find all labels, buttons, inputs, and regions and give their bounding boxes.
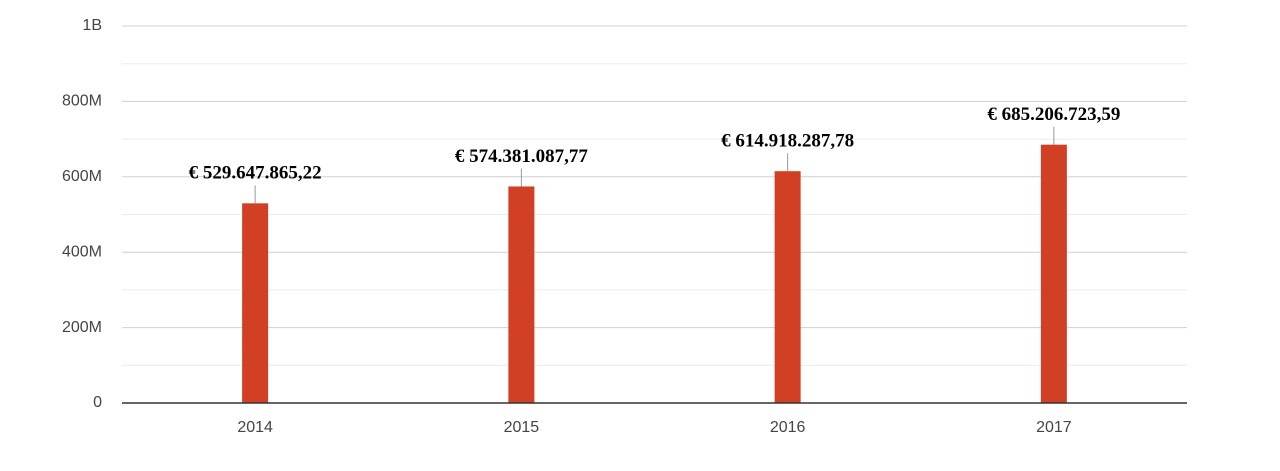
- bar: [508, 186, 535, 403]
- x-tick-label: 2014: [237, 419, 273, 436]
- value-label: € 614.918.287,78: [721, 131, 854, 152]
- bar: [242, 203, 269, 403]
- value-label: € 529.647.865,22: [189, 163, 322, 184]
- x-tick-label: 2017: [1036, 419, 1072, 436]
- y-tick-label: 1B: [82, 17, 102, 34]
- value-label: € 685.206.723,59: [987, 104, 1120, 125]
- y-tick-label: 0: [93, 394, 102, 411]
- x-tick-label: 2015: [504, 419, 540, 436]
- value-label: € 574.381.087,77: [455, 146, 589, 167]
- bar: [774, 171, 801, 403]
- bar: [1040, 144, 1067, 403]
- y-tick-label: 800M: [62, 93, 102, 110]
- y-tick-label: 600M: [62, 168, 102, 185]
- y-tick-label: 400M: [62, 243, 102, 260]
- x-tick-label: 2016: [770, 419, 806, 436]
- y-tick-label: 200M: [62, 319, 102, 336]
